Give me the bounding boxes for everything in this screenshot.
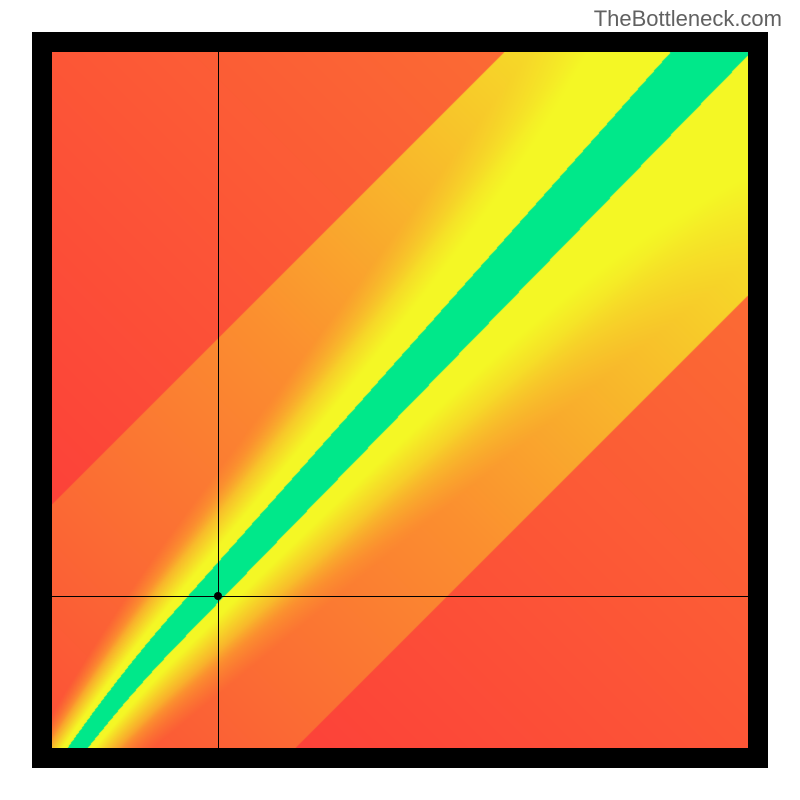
figure-container: TheBottleneck.com	[0, 0, 800, 800]
marker-dot	[214, 592, 222, 600]
crosshair-horizontal	[52, 596, 748, 597]
heatmap-canvas	[52, 52, 748, 748]
plot-area	[52, 52, 748, 748]
plot-frame	[32, 32, 768, 768]
watermark-text: TheBottleneck.com	[594, 6, 782, 32]
crosshair-vertical	[218, 52, 219, 748]
